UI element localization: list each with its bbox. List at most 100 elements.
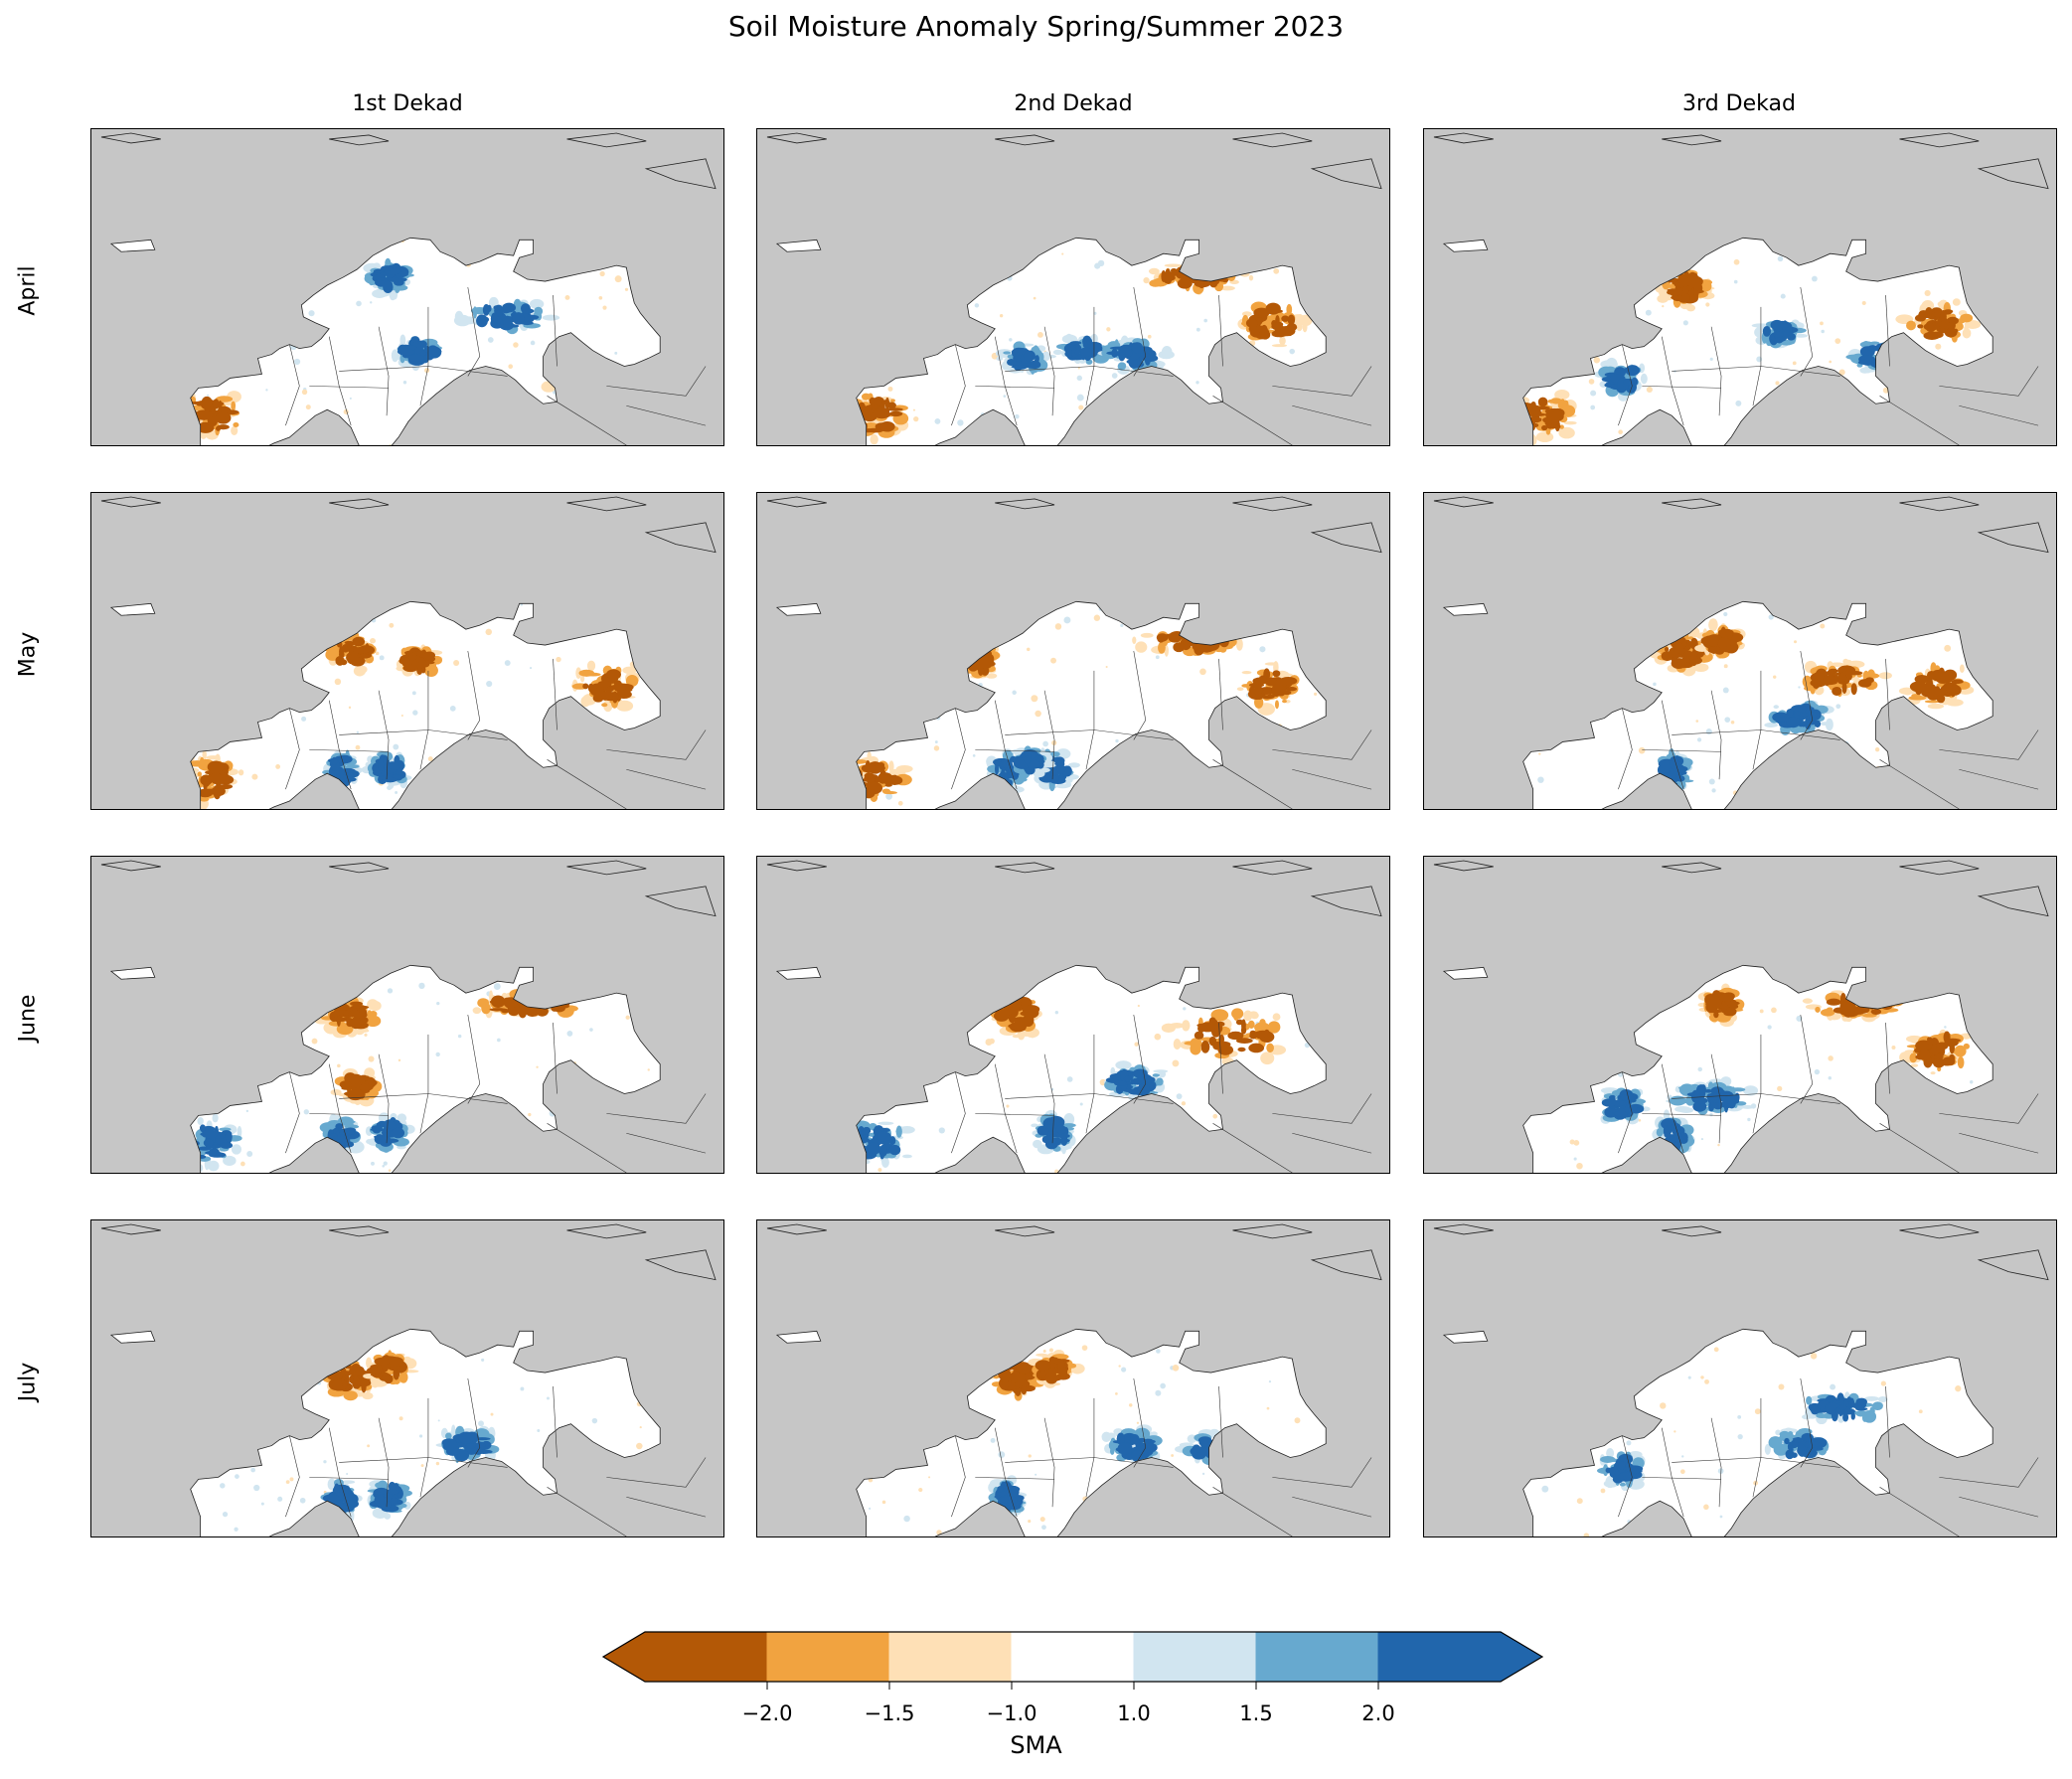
anomaly-speck [528,1112,532,1117]
anomaly-patch [877,1078,883,1085]
anomaly-speck [1147,975,1151,979]
country-border [994,700,1018,790]
anomaly-patch [1069,356,1085,361]
anomaly-patch [869,1082,879,1093]
anomaly-patch [1156,1077,1164,1086]
anomaly-patch [196,1080,210,1085]
anomaly-patch [1522,404,1526,416]
anomaly-patch [1468,572,1482,580]
anomaly-speck [1696,737,1702,742]
anomaly-patch [551,1004,558,1012]
anomaly-speck [275,1007,282,1013]
anomaly-speck [1780,293,1786,299]
anomaly-patch [875,1085,879,1090]
anomaly-patch [869,1083,885,1095]
anomaly-patch [869,1070,874,1082]
anomaly-speck [564,294,570,300]
anomaly-patch [1689,653,1698,667]
anomaly-speck [570,1522,577,1529]
anomaly-speck [481,1358,485,1362]
anomaly-speck [1877,1004,1881,1008]
anomaly-patch [1680,624,1690,635]
anomaly-patch [550,367,559,381]
anomaly-patch [334,629,353,635]
anomaly-patch [356,1378,365,1387]
anomaly-patch [190,398,192,407]
anomaly-patch [472,306,478,319]
anomaly-patch [569,365,579,375]
anomaly-speck [972,754,976,757]
island-outline [1232,132,1313,148]
anomaly-patch [190,430,196,439]
country-border [1005,366,1174,377]
anomaly-speck [1611,1036,1618,1043]
anomaly-patch [1713,1011,1719,1019]
country-border [285,1071,300,1154]
island-outline [100,132,161,144]
anomaly-speck [1572,972,1576,976]
anomaly-patch [1926,1040,1938,1046]
anomaly-patch [573,368,582,377]
anomaly-patch [877,1083,883,1092]
country-border [1642,1113,1722,1116]
anomaly-speck [498,781,502,785]
anomaly-patch [178,775,186,788]
island-outline [1232,860,1313,876]
anomaly-speck [1014,1160,1018,1164]
country-border [1212,1123,1293,1173]
anomaly-speck [311,1038,318,1045]
anomaly-speck [624,287,629,291]
anomaly-patch [874,1079,885,1090]
anomaly-patch [342,1505,353,1512]
country-border [339,729,508,740]
anomaly-patch [1890,370,1897,374]
anomaly-speck [1759,1009,1764,1014]
anomaly-patch [566,375,578,382]
anomaly-patch [985,673,998,679]
island-outline [1662,862,1722,874]
anomaly-patch [1461,582,1476,588]
anomaly-speck [1813,786,1817,790]
anomaly-speck [644,803,648,808]
anomaly-speck [503,601,508,604]
country-border [553,294,558,367]
anomaly-patch [1941,670,1954,684]
anomaly-speck [1199,668,1206,676]
anomaly-speck [1970,1080,1974,1084]
anomaly-patch [238,769,244,776]
anomaly-patch [1210,1009,1229,1022]
anomaly-patch [359,1005,366,1017]
anomaly-patch [472,1007,482,1015]
anomaly-speck [1015,413,1020,419]
anomaly-patch [1671,265,1684,273]
anomaly-speck [653,1110,657,1115]
anomaly-patch [1964,320,1982,329]
anomaly-speck [258,601,264,607]
anomaly-patch [1200,1041,1210,1053]
anomaly-patch [1848,992,1860,1001]
anomaly-patch [1879,351,1885,359]
anomaly-speck [455,241,460,245]
anomaly-speck [1183,761,1191,768]
anomaly-speck [573,1477,577,1481]
anomaly-speck [1700,1138,1704,1141]
anomaly-patch [337,1116,354,1126]
anomaly-patch [1918,1049,1931,1060]
anomaly-patch [878,1146,887,1157]
island-outline [329,498,390,510]
anomaly-patch [197,1155,207,1159]
anomaly-patch [1012,1003,1018,1011]
anomaly-patch [1132,636,1137,645]
anomaly-speck [637,1333,642,1338]
anomaly-patch [1871,995,1880,1003]
anomaly-speck [1756,356,1763,363]
anomaly-patch [571,372,586,385]
anomaly-speck [1027,647,1031,652]
anomaly-speck [1787,1157,1791,1160]
anomaly-patch [195,1074,212,1081]
anomaly-speck [1105,665,1108,669]
anomaly-patch [1780,330,1794,339]
anomaly-speck [1880,789,1886,795]
anomaly-patch [370,1128,386,1132]
coastline [190,600,661,809]
